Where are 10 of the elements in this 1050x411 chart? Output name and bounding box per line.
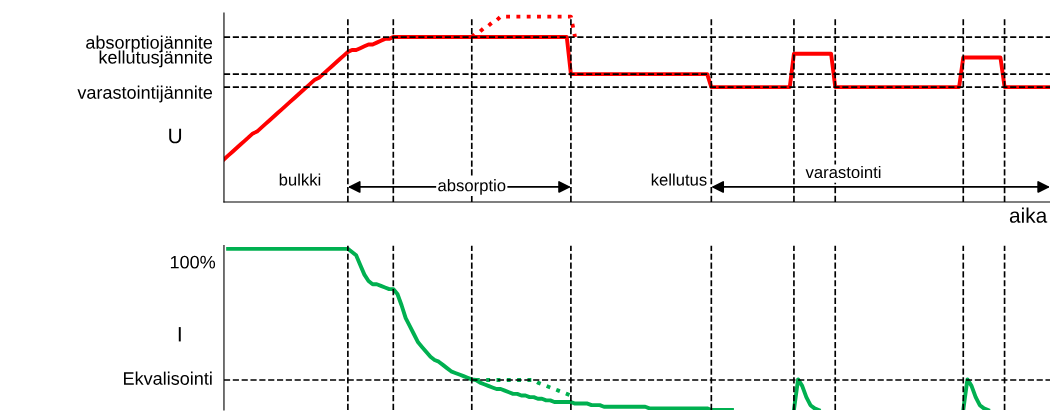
x-axis-title: aika [1009, 207, 1048, 223]
annotation: bulkki [279, 173, 321, 186]
ref-line-label: varastointijännite [77, 85, 213, 103]
y-axis-title: I [178, 327, 181, 342]
annotation: absorptio [438, 179, 506, 195]
annotation: varastointi [805, 165, 881, 179]
text: 100% [170, 255, 216, 269]
annotation: kellutus [651, 173, 707, 186]
ref-line-label: Ekvalisointi [124, 371, 212, 385]
y-axis-title: U [169, 128, 182, 144]
